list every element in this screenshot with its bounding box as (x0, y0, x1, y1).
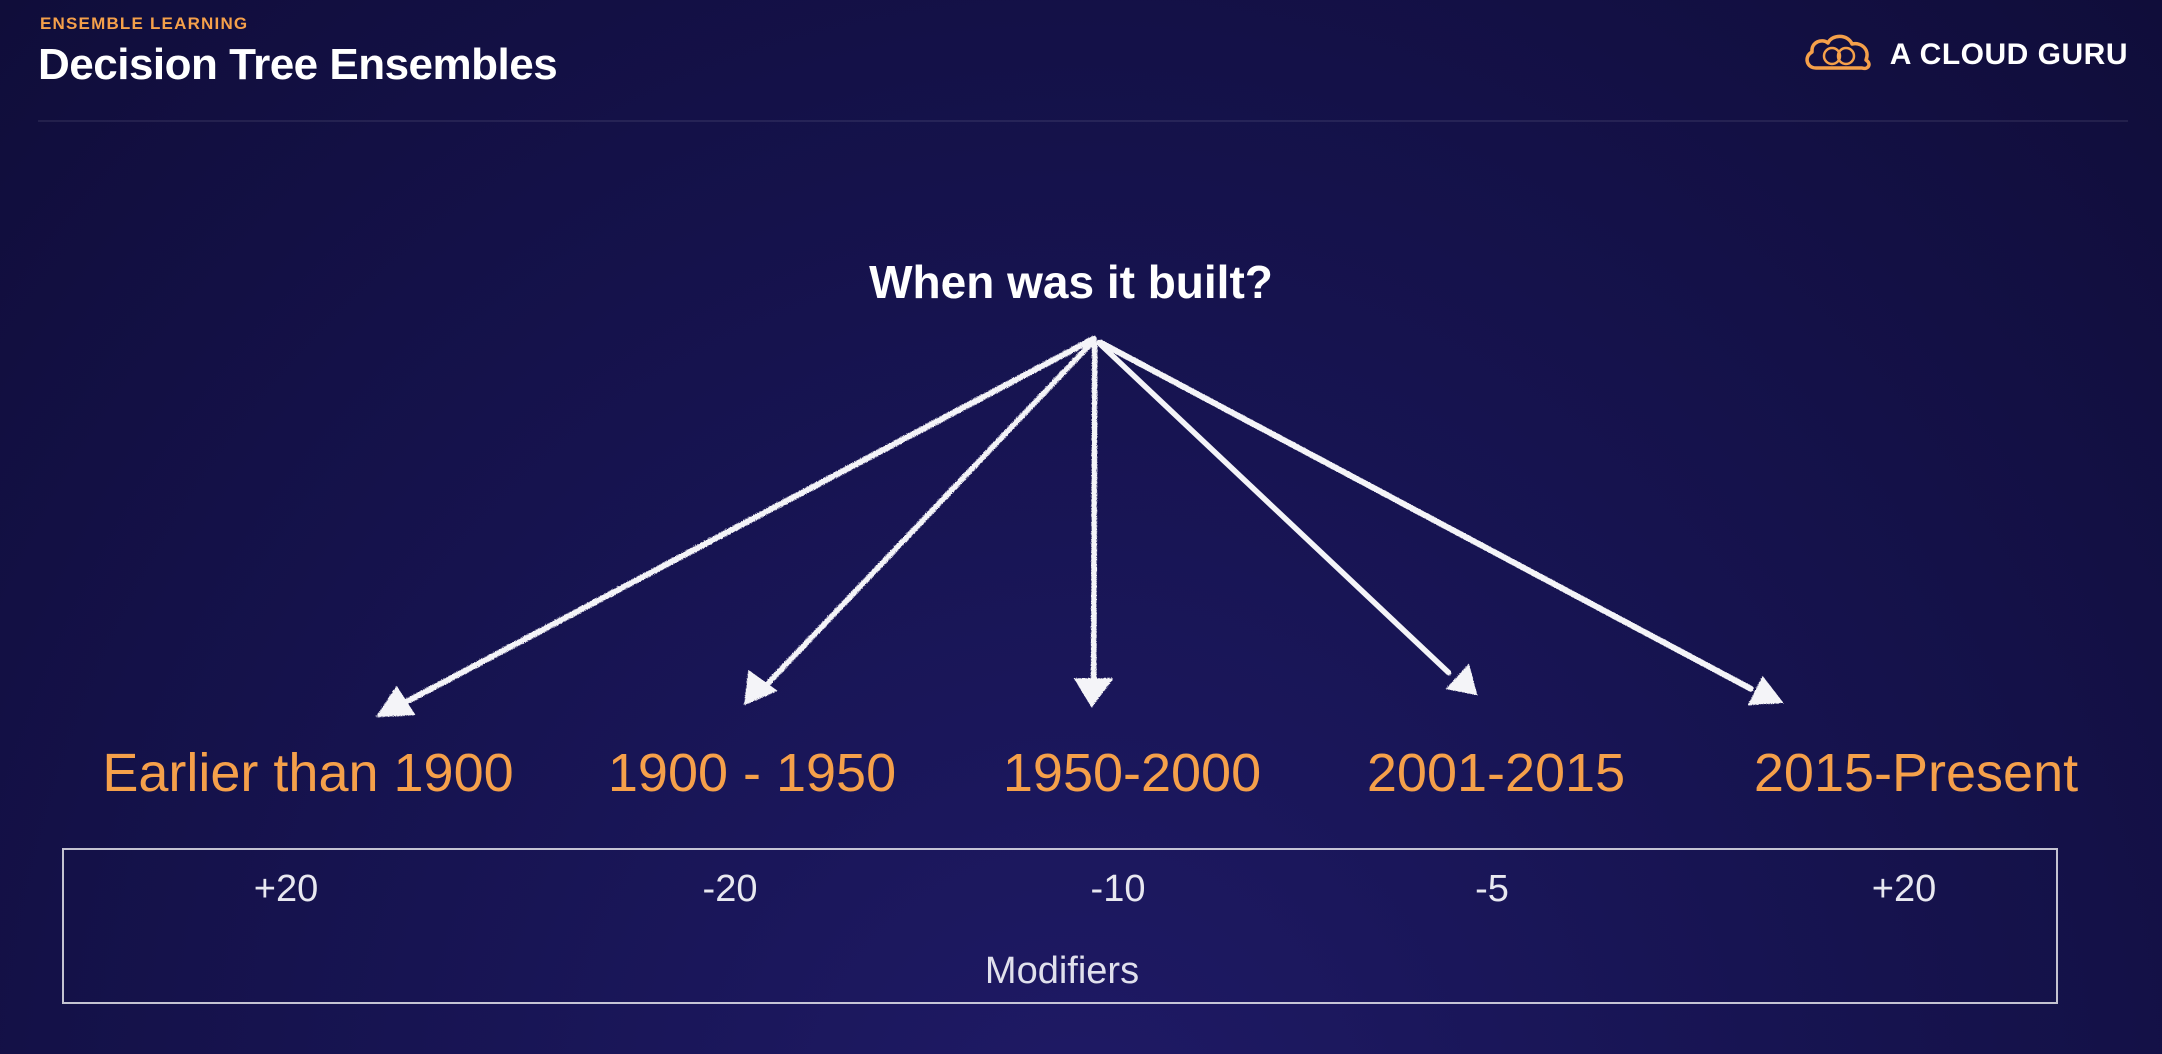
arrow-shaft-2 (763, 337, 1096, 687)
modifier-value-3: -10 (1090, 868, 1146, 910)
arrow-shaft-1 (401, 335, 1096, 705)
modifiers-caption: Modifiers (984, 950, 1140, 992)
branch-label-3: 1950-2000 (1002, 743, 1262, 803)
header-divider (38, 120, 2128, 122)
modifier-value-1: +20 (253, 868, 319, 910)
arrowhead-1 (375, 685, 415, 717)
arrowhead-4 (1445, 662, 1477, 695)
modifier-value-4: -5 (1475, 868, 1509, 910)
branch-label-4: 2001-2015 (1366, 743, 1626, 803)
branch-label-5: 2015-Present (1753, 743, 2079, 803)
arrow-shaft-5 (1097, 339, 1753, 691)
arrowhead-2 (743, 669, 778, 705)
arrow-shaft-4 (1095, 339, 1451, 675)
arrowhead-3 (1073, 677, 1113, 707)
root-question-text: When was it built? (869, 256, 1273, 308)
modifiers-box (62, 848, 2058, 1004)
modifier-value-2: -20 (702, 868, 758, 910)
section-eyebrow: ENSEMBLE LEARNING (40, 14, 249, 33)
cloud-logo-icon (1802, 30, 1874, 79)
brand-logo: A CLOUD GURU (1802, 30, 2128, 79)
arrowhead-5 (1747, 675, 1783, 705)
page-title: Decision Tree Ensembles (38, 40, 558, 89)
branch-label-1: Earlier than 1900 (102, 743, 514, 803)
arrow-shaft-3 (1090, 341, 1097, 683)
root-question: When was it built? (0, 255, 2162, 309)
brand-name: A CLOUD GURU (1889, 37, 2128, 71)
modifier-value-5: +20 (1871, 868, 1937, 910)
branch-label-2: 1900 - 1950 (607, 743, 897, 803)
